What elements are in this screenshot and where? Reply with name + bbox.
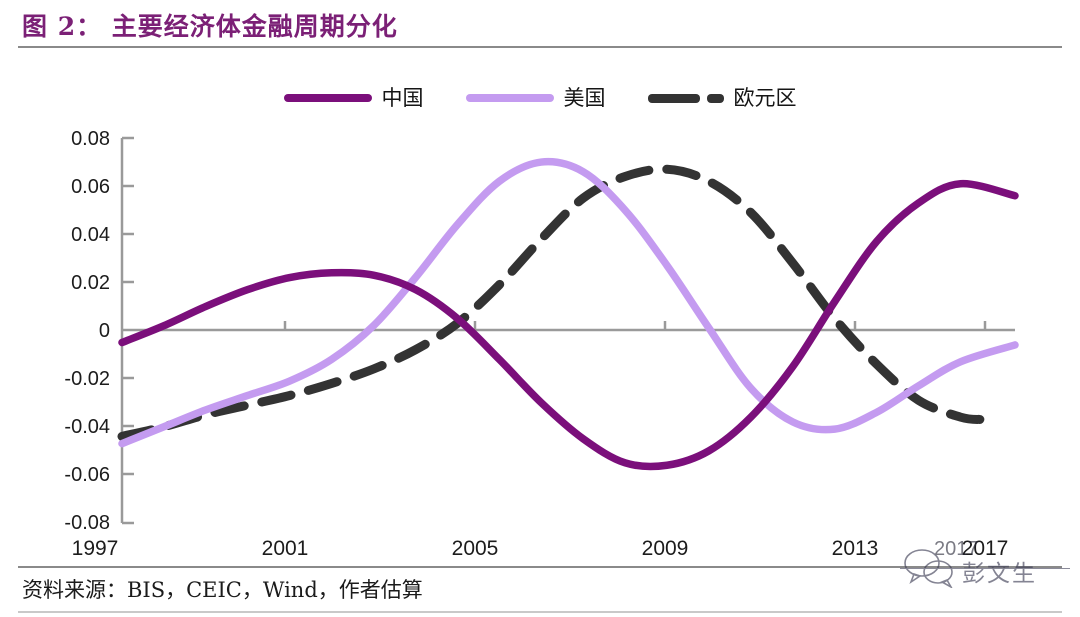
y-tick-label: -0.04 [64,416,110,438]
y-tick-label: -0.08 [64,512,110,534]
legend-swatch-eurozone [647,93,724,103]
x-tick-label: 1997 [72,537,119,558]
legend-item-china[interactable]: 中国 [283,85,424,110]
footer-divider [18,566,1062,568]
legend-item-eurozone[interactable]: 欧元区 [647,85,797,110]
watermark-rule [900,568,1070,569]
legend-swatch-usa [465,94,554,102]
y-tick-label: 0.02 [71,272,110,294]
legend-label-usa: 美国 [563,85,606,110]
y-tick-label: -0.06 [64,464,110,486]
legend-item-usa[interactable]: 美国 [465,85,606,110]
series-line-usa [118,157,1019,448]
series-line-china [118,179,1019,471]
x-tick-label: 2009 [642,537,689,558]
series-paths [117,157,1019,471]
legend-label-china: 中国 [381,85,424,110]
zero-baseline [122,321,1015,332]
title-divider [18,46,1062,48]
legend-swatch-china [283,94,372,102]
x-tick-labels: 1997 2001 2005 2009 2013 2017 [72,537,1009,558]
legend-label-eurozone: 欧元区 [733,85,797,110]
y-tick-label: 0.08 [71,128,110,150]
figure-header: 图 2： 主要经济体金融周期分化 [0,0,1080,55]
x-tick-label: 2005 [452,537,499,558]
y-tick-labels: 0.08 0.06 0.04 0.02 0 -0.02 -0.04 -0.06 … [64,128,110,534]
line-chart-svg: 0.08 0.06 0.04 0.02 0 -0.02 -0.04 -0.06 … [64,128,1019,558]
y-tick-label: 0.04 [71,224,110,246]
legend-dash-dot [706,93,724,103]
y-tick-label: 0 [99,320,110,342]
source-note: 资料来源：BIS，CEIC，Wind，作者估算 [22,578,423,602]
watermark-name: 彭文生 [962,561,1037,587]
footer-bottom-divider [18,611,1062,613]
chart-plot-area: 0.08 0.06 0.04 0.02 0 -0.02 -0.04 -0.06 … [0,118,1080,558]
chart-legend: 中国 美国 欧元区 [0,82,1080,114]
x-tick-label: 2017 [962,537,1009,558]
x-tick-label: 2013 [832,537,879,558]
y-tick-label: 0.06 [71,176,110,198]
y-tick-label: -0.02 [64,368,110,390]
series-line-eurozone [117,164,986,441]
legend-dash-segment [647,93,700,103]
page-title: 图 2： 主要经济体金融周期分化 [22,12,398,41]
x-tick-label: 2001 [262,537,309,558]
